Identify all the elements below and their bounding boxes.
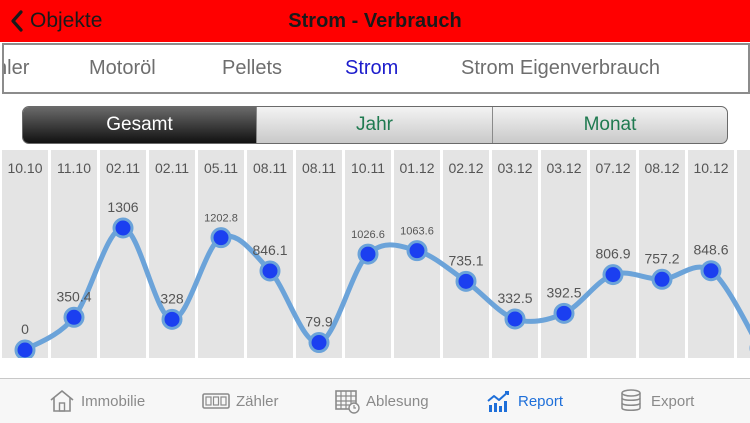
- data-point[interactable]: [455, 270, 477, 292]
- data-point[interactable]: [210, 227, 232, 249]
- x-tick-label: 08.11: [253, 160, 287, 176]
- consumption-line-chart: 10.10 11.10 02.11 02.11 05.11 08.11 08.11 10.11…: [2, 150, 750, 358]
- tabbar-label-zaehler: Zähler: [236, 392, 279, 410]
- chart-column: [2, 150, 48, 358]
- data-value-label: 735.1: [448, 252, 483, 268]
- chart-column: [443, 150, 489, 358]
- data-point[interactable]: [112, 217, 134, 239]
- bottom-tab-bar: Immobilie Zähler Ablesung Report: [0, 378, 750, 423]
- chart-column: [639, 150, 685, 358]
- data-value-label: 350.4: [56, 288, 91, 304]
- x-tick-label: 01.12: [399, 160, 434, 176]
- tab-motoroel[interactable]: Motoröl: [89, 57, 156, 79]
- calendar-icon: [335, 390, 360, 414]
- tab-zaehler[interactable]: hler: [4, 57, 30, 79]
- data-point[interactable]: [651, 268, 673, 290]
- tabbar-label-report: Report: [518, 392, 564, 410]
- chart-column: [541, 150, 587, 358]
- data-value-label: 846.1: [252, 242, 287, 258]
- data-point[interactable]: [161, 308, 183, 330]
- data-value-label: 806.9: [595, 246, 630, 262]
- x-tick-label: 08.12: [644, 160, 679, 176]
- data-value-label: 848.6: [693, 242, 728, 258]
- segment-jahr[interactable]: Jahr: [257, 107, 493, 143]
- x-tick-label: 02.12: [448, 160, 483, 176]
- chart-icon: [487, 391, 509, 412]
- tabbar-label-ablesung: Ablesung: [366, 392, 429, 410]
- data-point[interactable]: [602, 264, 624, 286]
- period-segmented-control: Gesamt Jahr Monat: [22, 106, 728, 144]
- data-point[interactable]: [504, 308, 526, 330]
- x-tick-label: 10.11: [351, 160, 385, 176]
- tabbar-item-report[interactable]: Report: [486, 379, 563, 423]
- navigation-bar: Objekte Strom - Verbrauch: [0, 0, 750, 42]
- chart-column: [688, 150, 734, 358]
- x-tick-label: 10.12: [693, 160, 728, 176]
- back-button[interactable]: Objekte: [10, 0, 102, 42]
- data-value-label: 79.9: [305, 314, 332, 330]
- house-icon: [50, 390, 74, 412]
- segment-gesamt[interactable]: Gesamt: [23, 107, 257, 143]
- x-tick-label: 03.12: [546, 160, 581, 176]
- data-value-label: 392.5: [546, 284, 581, 300]
- x-tick-label: 03.12: [497, 160, 532, 176]
- meter-icon: [202, 393, 230, 409]
- tab-pellets[interactable]: Pellets: [222, 57, 283, 79]
- x-tick-label: 08.11: [302, 160, 336, 176]
- chart-column: [737, 150, 750, 358]
- data-point[interactable]: [308, 332, 330, 354]
- x-tick-label: 02.11: [155, 160, 189, 176]
- tabbar-label-export: Export: [651, 392, 695, 410]
- category-tab-strip[interactable]: hler Motoröl Pellets Strom Strom Eigenve…: [2, 43, 750, 94]
- data-value-label: 1063.6: [400, 226, 434, 238]
- x-tick-label: 11.10: [57, 160, 91, 176]
- data-point[interactable]: [406, 240, 428, 262]
- data-value-label: 0: [21, 321, 29, 337]
- data-point[interactable]: [259, 260, 281, 282]
- x-tick-label: 02.11: [106, 160, 140, 176]
- data-value-label: 757.2: [644, 250, 679, 266]
- chart-column: [198, 150, 244, 358]
- tabbar-item-export[interactable]: Export: [619, 379, 694, 423]
- data-value-label: 1026.6: [351, 229, 385, 241]
- x-tick-label: 05.11: [204, 160, 238, 176]
- tab-strom[interactable]: Strom: [345, 57, 399, 79]
- tabbar-label-immobilie: Immobilie: [81, 392, 146, 410]
- consumption-chart[interactable]: 10.10 11.10 02.11 02.11 05.11 08.11 08.11 10.11…: [0, 150, 750, 358]
- tabbar-item-zaehler[interactable]: Zähler: [202, 379, 279, 423]
- x-tick-label: 07.12: [595, 160, 630, 176]
- chart-column: [590, 150, 636, 358]
- data-value-label: 328: [160, 290, 184, 306]
- back-label: Objekte: [30, 9, 103, 32]
- data-value-label: 332.5: [497, 290, 532, 306]
- tab-strom-eigenverbrauch[interactable]: Strom Eigenverbrauch: [461, 57, 660, 79]
- segment-monat[interactable]: Monat: [583, 114, 637, 135]
- tabbar-item-ablesung[interactable]: Ablesung: [334, 379, 429, 423]
- database-icon: [621, 389, 641, 411]
- data-value-label: 1306: [107, 199, 138, 215]
- page-title: Strom - Verbrauch: [288, 10, 462, 32]
- data-point[interactable]: [14, 339, 36, 358]
- data-point[interactable]: [700, 260, 722, 282]
- data-point[interactable]: [357, 243, 379, 265]
- x-tick-label: 10.10: [7, 160, 42, 176]
- data-value-label: 1202.8: [204, 213, 238, 225]
- chevron-left-icon: [11, 10, 23, 32]
- data-point[interactable]: [63, 306, 85, 328]
- tabbar-item-immobilie[interactable]: Immobilie: [49, 379, 145, 423]
- data-point[interactable]: [553, 302, 575, 324]
